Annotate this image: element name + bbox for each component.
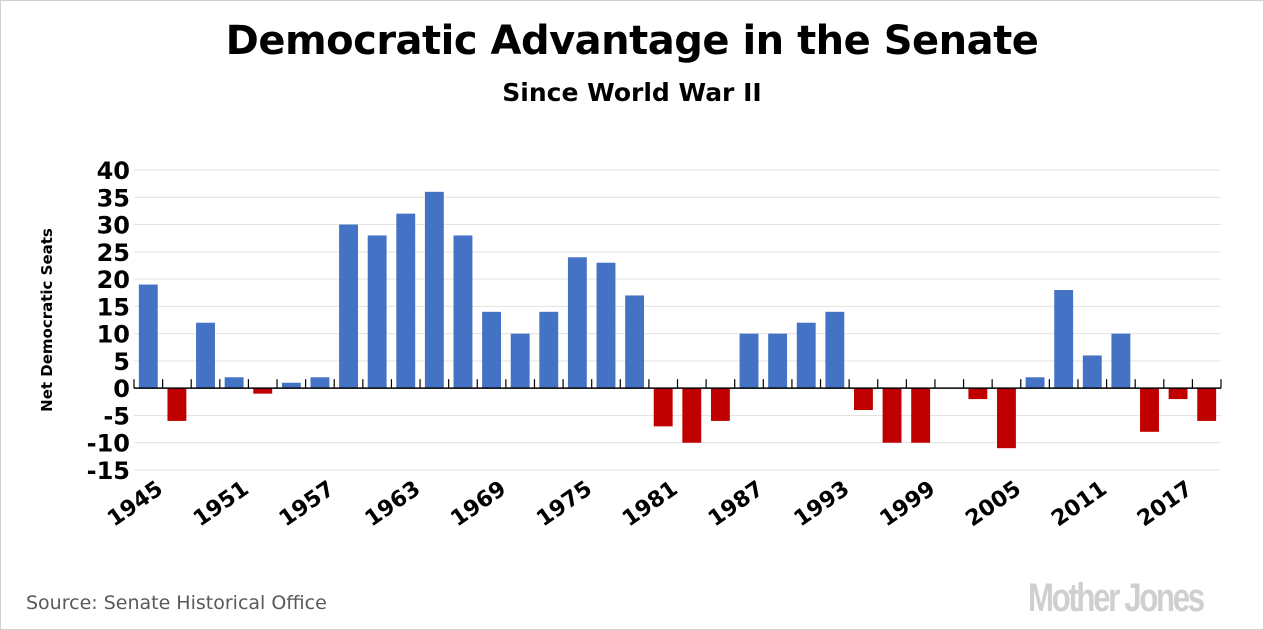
x-tick-label: 1993 [790, 476, 854, 532]
bar-2009 [1054, 290, 1074, 389]
x-tick-label: 1969 [447, 476, 511, 532]
x-tick-label: 1957 [275, 476, 339, 532]
bar-1957 [310, 377, 330, 389]
bar-1985 [710, 388, 730, 421]
bar-1953 [253, 388, 273, 394]
y-tick-label: 25 [97, 239, 130, 267]
bar-1981 [653, 388, 673, 427]
x-tick-label: 2017 [1133, 476, 1197, 532]
bar-1961 [367, 235, 387, 389]
y-tick-label: 15 [97, 293, 130, 321]
bar-2011 [1082, 355, 1102, 389]
y-tick-label: 30 [97, 212, 130, 240]
bar-2003 [968, 388, 988, 400]
x-tick-label: 1981 [618, 476, 682, 532]
bar-1955 [281, 382, 301, 389]
chart-title: Democratic Advantage in the Senate [225, 18, 1039, 64]
x-tick-label: 1963 [361, 476, 425, 532]
x-tick-label: 1987 [704, 476, 768, 532]
x-tick-label: 2005 [961, 476, 1025, 532]
bar-1967 [453, 235, 473, 389]
mother-jones-logo: Mother Jones [1028, 576, 1205, 620]
y-tick-label: 40 [97, 157, 130, 185]
bar-1993 [825, 311, 845, 389]
y-tick-label: -10 [87, 430, 130, 458]
y-tick-label: 35 [97, 184, 130, 212]
bar-1997 [882, 388, 902, 443]
bar-1965 [424, 191, 444, 389]
bar-1983 [682, 388, 702, 443]
bar-2019 [1197, 388, 1217, 421]
y-tick-label: 5 [113, 348, 130, 376]
y-axis-label: Net Democratic Seats [38, 228, 56, 412]
bar-1977 [596, 262, 616, 389]
y-tick-label: -5 [103, 402, 130, 430]
bar-2005 [997, 388, 1016, 449]
x-tick-labels: 1945 1951 1957 1963 1969 1975 1981 1987 1993 1999… [103, 476, 1197, 532]
bar-1969 [482, 311, 502, 389]
y-tick-label: 20 [97, 266, 130, 294]
source-note: Source: Senate Historical Office [26, 592, 327, 614]
x-tick-label: 1951 [189, 476, 253, 532]
x-tick-label: 1999 [876, 476, 940, 532]
bar-1959 [339, 224, 358, 389]
bar-1987 [739, 333, 759, 389]
gridlines [134, 169, 1221, 471]
bar-1979 [625, 295, 645, 389]
bar-2007 [1025, 377, 1045, 389]
bar-1973 [539, 311, 559, 389]
x-tick-label: 2011 [1047, 476, 1111, 532]
bar-1951 [224, 377, 244, 389]
bars [138, 191, 1217, 449]
bar-1991 [796, 322, 816, 389]
bar-1949 [196, 322, 215, 389]
x-tick-label: 1975 [532, 476, 596, 532]
bar-1995 [853, 388, 873, 410]
y-tick-label: -15 [87, 457, 130, 485]
bar-1963 [396, 213, 416, 389]
y-tick-label: 10 [97, 321, 130, 349]
chart-subtitle: Since World War II [502, 78, 762, 107]
y-tick-label: 0 [113, 375, 130, 403]
x-axis [133, 379, 1222, 389]
bar-2013 [1111, 333, 1131, 389]
bar-1971 [510, 333, 530, 389]
bar-2017 [1168, 388, 1188, 400]
bar-1975 [567, 257, 587, 389]
bar-1999 [911, 388, 931, 443]
bar-2015 [1140, 388, 1159, 432]
bar-1945 [138, 284, 158, 389]
bar-1989 [768, 333, 788, 389]
bar-1947 [167, 388, 187, 421]
